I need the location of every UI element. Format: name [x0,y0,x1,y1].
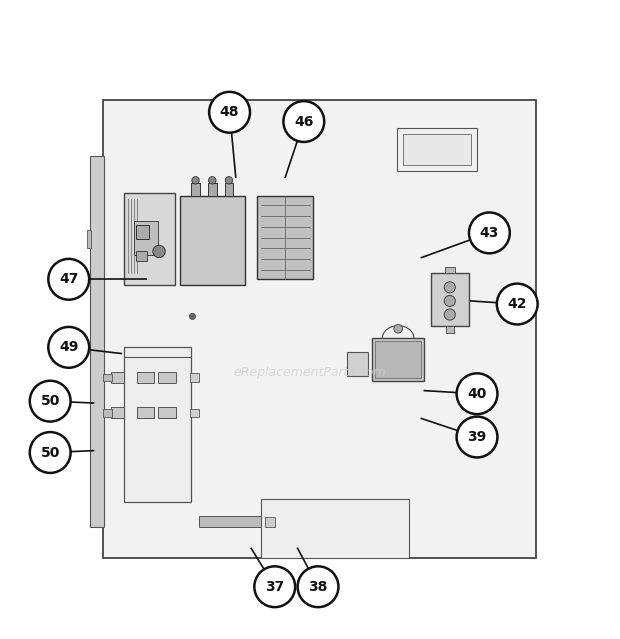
Circle shape [445,282,455,293]
Circle shape [298,566,339,607]
Circle shape [209,92,250,133]
Circle shape [394,325,402,333]
Bar [431,273,469,326]
Circle shape [192,176,199,184]
Circle shape [254,566,295,607]
Circle shape [445,295,455,307]
Circle shape [469,213,510,253]
Bar [87,230,91,249]
Text: 48: 48 [220,105,239,119]
Bar [224,183,233,196]
Bar [103,374,112,381]
Bar [190,373,198,382]
Text: 47: 47 [59,272,78,286]
Circle shape [456,373,497,414]
Circle shape [456,417,497,458]
Bar [397,128,477,171]
Bar [136,252,147,261]
Circle shape [30,381,71,422]
Text: 42: 42 [508,297,527,311]
Bar [347,351,368,376]
Bar [91,155,104,527]
Bar [134,220,159,254]
Text: 50: 50 [40,394,60,408]
Bar [125,193,175,286]
Bar [180,196,245,286]
Circle shape [283,101,324,142]
Bar [159,372,175,383]
Circle shape [48,327,89,368]
Circle shape [30,432,71,473]
Circle shape [497,284,538,325]
Bar [125,348,191,502]
Text: 37: 37 [265,580,285,594]
Bar [111,372,125,383]
Bar [372,338,425,381]
Text: eReplacementParts.com: eReplacementParts.com [234,366,386,378]
Bar [260,499,409,558]
Bar [190,408,198,417]
Text: 40: 40 [467,387,487,401]
Bar [446,326,453,333]
Bar [208,183,216,196]
Bar [111,407,125,419]
Bar [137,407,154,419]
Circle shape [153,245,166,258]
Bar [403,134,471,165]
Text: 38: 38 [308,580,328,594]
Bar [198,516,260,527]
Bar [137,372,154,383]
Text: 43: 43 [480,226,499,240]
Bar [265,517,275,527]
Bar [375,341,422,378]
Bar [103,100,536,558]
Text: 39: 39 [467,430,487,444]
Bar [257,196,313,279]
Bar [103,409,112,417]
Text: 46: 46 [294,114,314,128]
Bar [136,226,149,239]
Circle shape [225,176,232,184]
Circle shape [208,176,216,184]
Circle shape [445,309,455,320]
Circle shape [189,313,195,320]
Text: 49: 49 [59,341,78,355]
Bar [191,183,200,196]
Circle shape [48,259,89,300]
Bar [159,407,175,419]
Bar [445,267,454,273]
Text: 50: 50 [40,445,60,459]
